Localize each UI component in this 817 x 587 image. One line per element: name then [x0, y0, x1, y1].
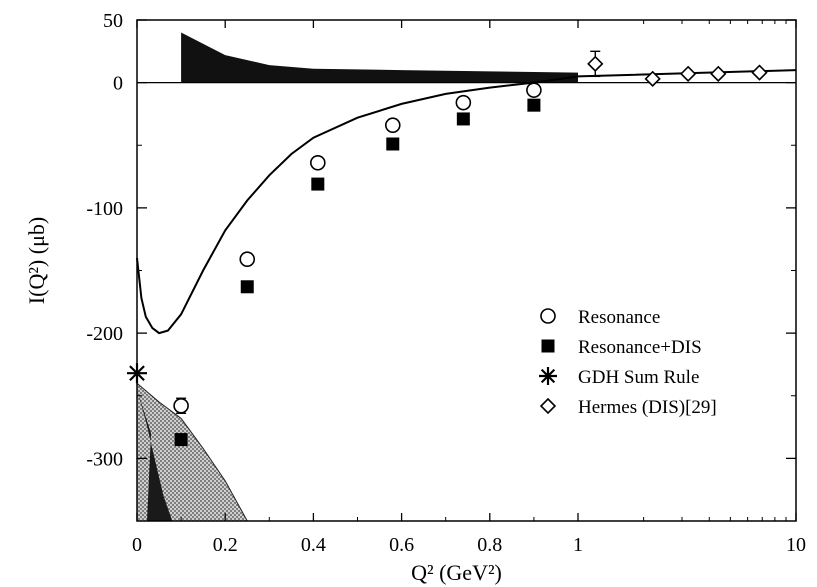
- model-curve: [136, 69, 797, 335]
- resonance-dis-point: [240, 280, 254, 294]
- resonance-point: [310, 154, 326, 171]
- y-axis-title: I(Q²) (μb): [24, 217, 49, 304]
- resonance-dis-point: [527, 98, 541, 112]
- y-ticks: 50 0 -100 -200 -300: [86, 10, 796, 522]
- legend-label-gdh-sum-rule: GDH Sum Rule: [578, 367, 699, 388]
- markers: [127, 50, 768, 447]
- legend-asterisk-lines: [539, 367, 557, 385]
- legend-entry-gdh-sum-rule: GDH Sum Rule: [539, 367, 699, 388]
- resonance-dis-point: [311, 177, 325, 191]
- legend-label-hermes: Hermes (DIS)[29]: [578, 397, 717, 418]
- hermes-point: [587, 55, 604, 72]
- bottom-dark-band: [137, 389, 173, 521]
- legend-entry-hermes: Hermes (DIS)[29]: [539, 397, 717, 418]
- y-tick-label: -100: [86, 198, 123, 220]
- x-tick-label: 1: [573, 534, 583, 556]
- resonance-dis-point: [174, 433, 188, 447]
- resonance-point: [526, 82, 542, 98]
- y-tick-label: 50: [103, 10, 123, 32]
- x-tick-label: 0.6: [389, 534, 414, 556]
- x-tick-label: 0.2: [213, 534, 238, 556]
- y-tick-label: -200: [86, 323, 123, 345]
- legend-label-resonance-dis: Resonance+DIS: [578, 337, 702, 358]
- resonance-point: [384, 117, 401, 134]
- x-tick-label: 0: [132, 534, 142, 556]
- resonance-point: [455, 94, 472, 111]
- legend-marker-open-circle: [540, 308, 556, 324]
- gdh-sum-rule-point: [127, 363, 147, 384]
- hermes-point: [679, 65, 697, 82]
- x-tick-label: 0.4: [301, 534, 326, 556]
- legend-entry-resonance-dis: Resonance+DIS: [541, 337, 702, 358]
- y-tick-label: 0: [113, 73, 123, 95]
- bands: [136, 32, 578, 522]
- legend-marker-asterisk: [539, 367, 557, 385]
- plot-frame: [136, 19, 797, 522]
- legend-marker-open-diamond: [539, 397, 557, 415]
- top-filled-band: [181, 32, 578, 83]
- resonance-point: [239, 251, 256, 268]
- x-axis-title: Q² (GeV²): [411, 560, 502, 585]
- resonance-dis-point: [456, 112, 470, 126]
- resonance-dis-point: [386, 137, 400, 151]
- resonance-point: [173, 397, 189, 414]
- x-tick-label: 10: [786, 534, 806, 556]
- legend-entry-resonance: Resonance: [540, 307, 660, 328]
- y-tick-label: -300: [86, 448, 123, 470]
- hermes-point: [710, 65, 727, 82]
- legend-label-resonance: Resonance: [578, 307, 660, 328]
- x-ticks: 0 0.2 0.4 0.6 0.8 1 10: [132, 20, 806, 556]
- hermes-point: [751, 64, 768, 81]
- x-tick-label: 0.8: [477, 534, 502, 556]
- hermes-point: [644, 70, 661, 87]
- legend: Resonance Resonance+DIS GDH Sum Rule Her…: [539, 307, 717, 418]
- legend-marker-filled-square: [541, 339, 555, 353]
